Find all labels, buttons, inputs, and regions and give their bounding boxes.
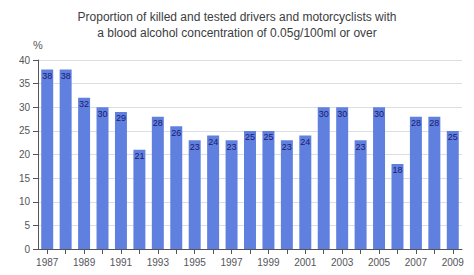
svg-text:24: 24 <box>208 137 218 147</box>
svg-text:30: 30 <box>19 102 31 113</box>
svg-text:25: 25 <box>263 132 273 142</box>
svg-text:2003: 2003 <box>331 257 354 268</box>
svg-text:2001: 2001 <box>294 257 317 268</box>
svg-text:30: 30 <box>319 109 329 119</box>
svg-text:%: % <box>33 39 43 51</box>
svg-text:35: 35 <box>19 78 31 89</box>
svg-text:0: 0 <box>24 244 30 255</box>
svg-text:1999: 1999 <box>257 257 280 268</box>
svg-text:Proportion of killed and teste: Proportion of killed and tested drivers … <box>78 10 397 24</box>
svg-text:25: 25 <box>19 125 31 136</box>
svg-text:30: 30 <box>337 109 347 119</box>
svg-text:28: 28 <box>411 118 421 128</box>
svg-text:25: 25 <box>245 132 255 142</box>
svg-text:25: 25 <box>448 132 458 142</box>
svg-text:28: 28 <box>429 118 439 128</box>
svg-text:26: 26 <box>171 128 181 138</box>
svg-text:1993: 1993 <box>147 257 170 268</box>
svg-text:24: 24 <box>300 137 310 147</box>
svg-text:21: 21 <box>134 151 144 161</box>
svg-text:30: 30 <box>98 109 108 119</box>
svg-text:15: 15 <box>19 173 31 184</box>
svg-text:23: 23 <box>282 142 292 152</box>
svg-text:1991: 1991 <box>110 257 133 268</box>
svg-text:38: 38 <box>61 71 71 81</box>
svg-text:38: 38 <box>42 71 52 81</box>
svg-text:2007: 2007 <box>405 257 428 268</box>
svg-text:29: 29 <box>116 113 126 123</box>
svg-text:1987: 1987 <box>36 257 59 268</box>
svg-text:1989: 1989 <box>73 257 96 268</box>
svg-text:23: 23 <box>356 142 366 152</box>
svg-text:2005: 2005 <box>368 257 391 268</box>
svg-text:5: 5 <box>24 220 30 231</box>
svg-text:1995: 1995 <box>184 257 207 268</box>
svg-text:23: 23 <box>190 142 200 152</box>
svg-text:23: 23 <box>227 142 237 152</box>
svg-text:28: 28 <box>153 118 163 128</box>
svg-text:10: 10 <box>19 196 31 207</box>
svg-text:a blood alcohol concentration: a blood alcohol concentration of 0.05g/1… <box>97 26 377 40</box>
svg-text:18: 18 <box>392 165 402 175</box>
svg-text:20: 20 <box>19 149 31 160</box>
svg-text:40: 40 <box>19 55 31 66</box>
svg-text:1997: 1997 <box>220 257 243 268</box>
svg-text:30: 30 <box>374 109 384 119</box>
svg-text:2009: 2009 <box>442 257 465 268</box>
svg-text:32: 32 <box>79 99 89 109</box>
